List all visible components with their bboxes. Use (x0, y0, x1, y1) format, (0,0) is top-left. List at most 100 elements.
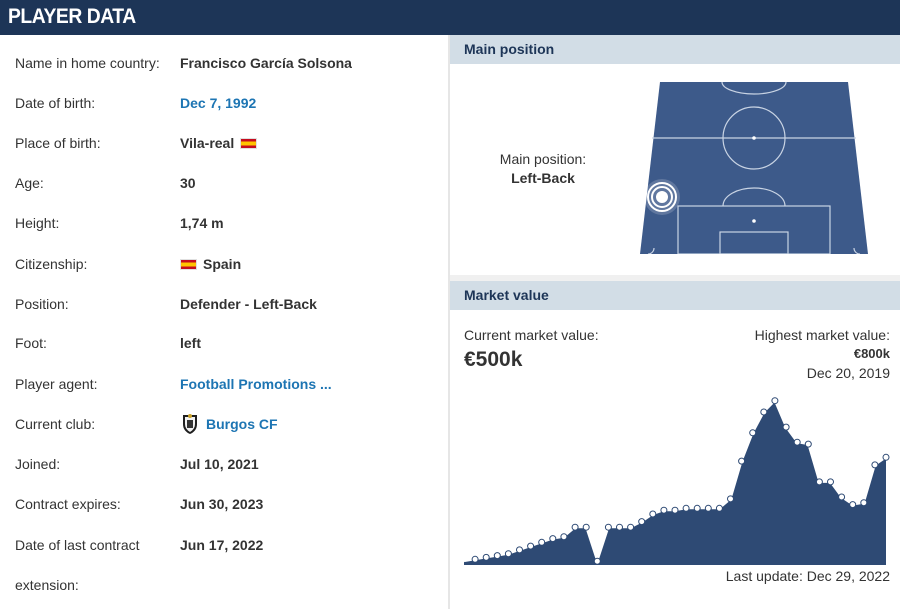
row-value: left (180, 332, 201, 354)
row-value: Jun 30, 2023 (180, 493, 263, 515)
position-marker (644, 179, 680, 215)
market-value-point[interactable] (804, 440, 812, 448)
market-value-point[interactable] (493, 552, 501, 560)
row-label: Date of last contract (15, 537, 140, 553)
market-value-point[interactable] (538, 538, 546, 546)
row-value-text: Francisco García Solsona (180, 55, 352, 71)
market-value-point[interactable] (549, 535, 557, 543)
row-label: Date of birth: (15, 95, 96, 111)
market-value-point[interactable] (482, 553, 490, 561)
market-value-point[interactable] (704, 504, 712, 512)
main-position-label: Main position: (499, 151, 587, 167)
market-value-point[interactable] (882, 453, 890, 461)
row-value[interactable]: Dec 7, 1992 (180, 92, 256, 114)
market-value-point[interactable] (827, 478, 834, 486)
market-value-point[interactable] (860, 499, 868, 507)
market-value-chart[interactable] (464, 395, 890, 565)
highest-market-value-label: Highest market value: (754, 327, 890, 343)
row-label: Contract expires: (15, 496, 121, 512)
market-value-point[interactable] (693, 504, 701, 512)
row-value-text[interactable]: Burgos CF (206, 416, 278, 432)
market-value-point[interactable] (727, 495, 734, 503)
market-value-point[interactable] (616, 523, 623, 531)
market-value-point[interactable] (838, 493, 846, 501)
row-value-text: 30 (180, 175, 196, 191)
market-value-point[interactable] (782, 423, 790, 431)
last-update: Last update: Dec 29, 2022 (725, 568, 890, 584)
market-value-point[interactable] (582, 523, 590, 531)
market-value-heading: Market value (464, 287, 549, 303)
row-value-text: Jun 30, 2023 (180, 496, 264, 512)
row-label: Current club: (15, 416, 96, 432)
market-value-heading-bar: Market value (450, 281, 900, 310)
main-position-value: Left-Back (511, 170, 575, 186)
row-value: Spain (180, 253, 241, 275)
row-label: Place of birth: (15, 135, 101, 151)
market-value-point[interactable] (738, 457, 746, 465)
row-value-text: Jul 10, 2021 (180, 456, 259, 472)
market-value-point[interactable] (660, 506, 668, 514)
market-value-point[interactable] (638, 518, 646, 526)
market-value-point[interactable] (604, 523, 612, 531)
spain-flag (240, 137, 258, 149)
section-header: PLAYER DATA (0, 0, 900, 35)
row-label: Position: (15, 296, 69, 312)
market-value-point[interactable] (749, 429, 757, 437)
row-label: Name in home country: (15, 55, 160, 71)
market-value-point[interactable] (771, 397, 779, 405)
row-value: 30 (180, 172, 196, 194)
market-value-point[interactable] (471, 555, 479, 563)
row-value[interactable]: Football Promotions ... (180, 373, 332, 395)
market-value-point[interactable] (560, 533, 568, 541)
position-pitch (640, 82, 868, 254)
row-value: Jul 10, 2021 (180, 453, 259, 475)
row-value-text: Defender - Left-Back (180, 296, 317, 312)
row-label: Player agent: (15, 376, 98, 392)
row-value: Vila-real (180, 132, 258, 154)
row-value-text[interactable]: Dec 7, 1992 (180, 95, 257, 111)
market-value-point[interactable] (760, 408, 768, 416)
row-value-text: 1,74 m (180, 215, 224, 231)
section-title: PLAYER DATA (8, 5, 136, 28)
market-value-point[interactable] (516, 546, 523, 554)
highest-market-value: €800k (853, 346, 890, 361)
market-value-point[interactable] (871, 461, 879, 469)
main-position-heading-bar: Main position (450, 35, 900, 64)
current-market-value-label: Current market value: (464, 327, 599, 343)
row-value-text[interactable]: Football Promotions ... (180, 376, 332, 392)
market-value-point[interactable] (627, 523, 635, 531)
market-value-point[interactable] (849, 501, 857, 509)
column-divider (448, 35, 450, 609)
spain-flag (180, 258, 197, 270)
main-position-heading: Main position (464, 41, 555, 57)
section-separator (450, 275, 900, 281)
highest-market-value-date: Dec 20, 2019 (806, 365, 890, 381)
row-value-text: Jun 17, 2022 (180, 537, 264, 553)
row-value: 1,74 m (180, 212, 224, 234)
market-value-point[interactable] (593, 557, 601, 565)
row-value: Defender - Left-Back (180, 293, 317, 315)
market-value-point[interactable] (527, 542, 535, 550)
row-value-text: Spain (203, 256, 242, 272)
row-label: Age: (15, 175, 44, 191)
row-label: extension: (15, 577, 79, 593)
market-value-point[interactable] (671, 506, 679, 514)
market-value-point[interactable] (682, 504, 690, 512)
market-value-point[interactable] (504, 550, 512, 558)
player-data-list: Name in home country: Francisco García So… (0, 35, 448, 609)
market-value-point[interactable] (571, 523, 579, 531)
market-value-point[interactable] (815, 478, 823, 486)
pitch-surface (640, 82, 868, 254)
current-market-value: €500k (464, 348, 523, 371)
row-label: Foot: (15, 335, 47, 351)
market-value-point[interactable] (715, 504, 723, 512)
row-value-text: left (180, 335, 201, 351)
row-value-text: Vila-real (180, 135, 235, 151)
market-value-area (464, 400, 886, 565)
market-value-point[interactable] (649, 510, 657, 518)
row-value: Jun 17, 2022 (180, 534, 263, 556)
row-value[interactable]: Burgos CF (180, 413, 278, 435)
market-value-point[interactable] (793, 438, 801, 446)
row-value: Francisco García Solsona (180, 52, 352, 74)
row-label: Citizenship: (15, 256, 88, 272)
